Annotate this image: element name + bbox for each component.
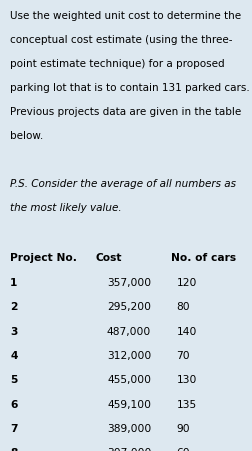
Text: 130: 130 — [176, 375, 197, 385]
Text: 455,000: 455,000 — [107, 375, 151, 385]
Text: 1: 1 — [10, 278, 17, 288]
Text: 8: 8 — [10, 448, 17, 451]
Text: 5: 5 — [10, 375, 17, 385]
Text: 307,000: 307,000 — [107, 448, 151, 451]
Text: 459,100: 459,100 — [107, 400, 151, 410]
Text: 120: 120 — [176, 278, 197, 288]
Text: 2: 2 — [10, 302, 17, 312]
Text: Use the weighted unit cost to determine the: Use the weighted unit cost to determine … — [10, 11, 241, 21]
Text: 140: 140 — [176, 327, 197, 336]
Text: the most likely value.: the most likely value. — [10, 203, 122, 213]
Text: Previous projects data are given in the table: Previous projects data are given in the … — [10, 107, 241, 117]
Text: 487,000: 487,000 — [107, 327, 151, 336]
Text: 60: 60 — [176, 448, 190, 451]
Text: point estimate technique) for a proposed: point estimate technique) for a proposed — [10, 59, 225, 69]
Text: 357,000: 357,000 — [107, 278, 151, 288]
Text: 3: 3 — [10, 327, 17, 336]
Text: 90: 90 — [176, 424, 190, 434]
Text: 6: 6 — [10, 400, 17, 410]
Text: 70: 70 — [176, 351, 190, 361]
Text: P.S. Consider the average of all numbers as: P.S. Consider the average of all numbers… — [10, 179, 236, 189]
Text: 389,000: 389,000 — [107, 424, 151, 434]
Text: 7: 7 — [10, 424, 18, 434]
Text: below.: below. — [10, 131, 43, 141]
Text: conceptual cost estimate (using the three-: conceptual cost estimate (using the thre… — [10, 35, 233, 45]
Text: 295,200: 295,200 — [107, 302, 151, 312]
Text: No. of cars: No. of cars — [171, 253, 236, 263]
Text: parking lot that is to contain 131 parked cars.: parking lot that is to contain 131 parke… — [10, 83, 250, 93]
Text: Project No.: Project No. — [10, 253, 77, 263]
Text: Cost: Cost — [96, 253, 122, 263]
Text: 80: 80 — [176, 302, 190, 312]
Text: 135: 135 — [176, 400, 197, 410]
Text: 312,000: 312,000 — [107, 351, 151, 361]
Text: 4: 4 — [10, 351, 17, 361]
